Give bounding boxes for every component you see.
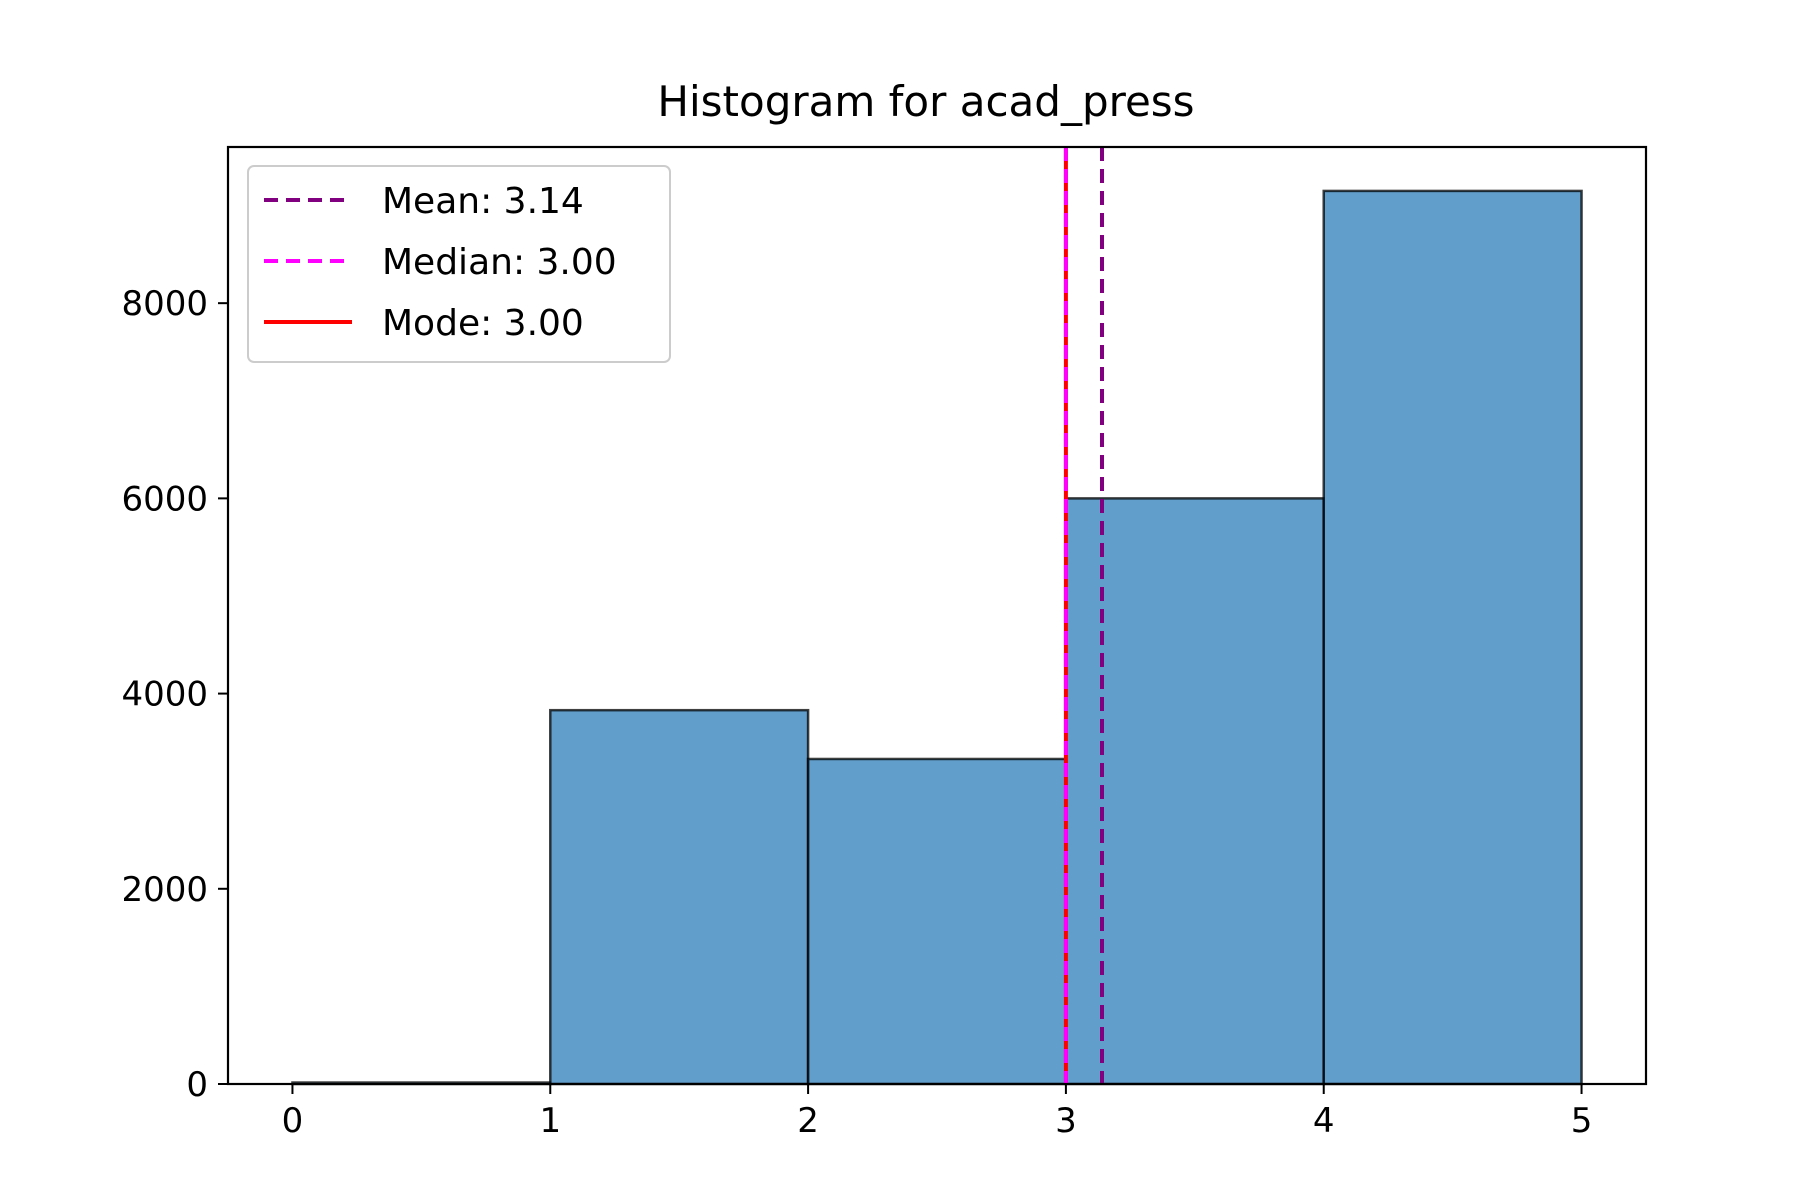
x-tick-label: 3 bbox=[1055, 1101, 1077, 1141]
histogram-bar bbox=[549, 708, 810, 1086]
legend-label-mode: Mode: 3.00 bbox=[382, 303, 584, 344]
y-tick-label: 6000 bbox=[121, 479, 208, 519]
x-tick-label: 0 bbox=[282, 1101, 304, 1141]
legend: Mean: 3.14 Median: 3.00 Mode: 3.00 bbox=[247, 165, 671, 363]
x-tick-label: 1 bbox=[539, 1101, 561, 1141]
legend-label-median: Median: 3.00 bbox=[382, 242, 617, 283]
legend-box bbox=[247, 165, 671, 363]
legend-label-mean: Mean: 3.14 bbox=[382, 181, 584, 222]
y-tick-label: 8000 bbox=[121, 284, 208, 324]
histogram-bar bbox=[1064, 497, 1325, 1086]
x-tick-label: 4 bbox=[1313, 1101, 1335, 1141]
plot-area bbox=[291, 147, 1583, 1086]
histogram-bar bbox=[1322, 189, 1583, 1086]
axes: 0 1 2 3 4 5 0 2000 4000 6000 8000 bbox=[121, 145, 1648, 1141]
y-tick-label: 4000 bbox=[121, 675, 208, 715]
plot-frame bbox=[226, 145, 1648, 1086]
y-tick-label: 2000 bbox=[121, 870, 208, 910]
histogram-bar bbox=[806, 757, 1068, 1086]
chart-title: Histogram for acad_press bbox=[657, 77, 1194, 126]
y-tick-label: 0 bbox=[186, 1065, 208, 1105]
x-tick-label: 5 bbox=[1571, 1101, 1593, 1141]
x-tick-label: 2 bbox=[797, 1101, 819, 1141]
